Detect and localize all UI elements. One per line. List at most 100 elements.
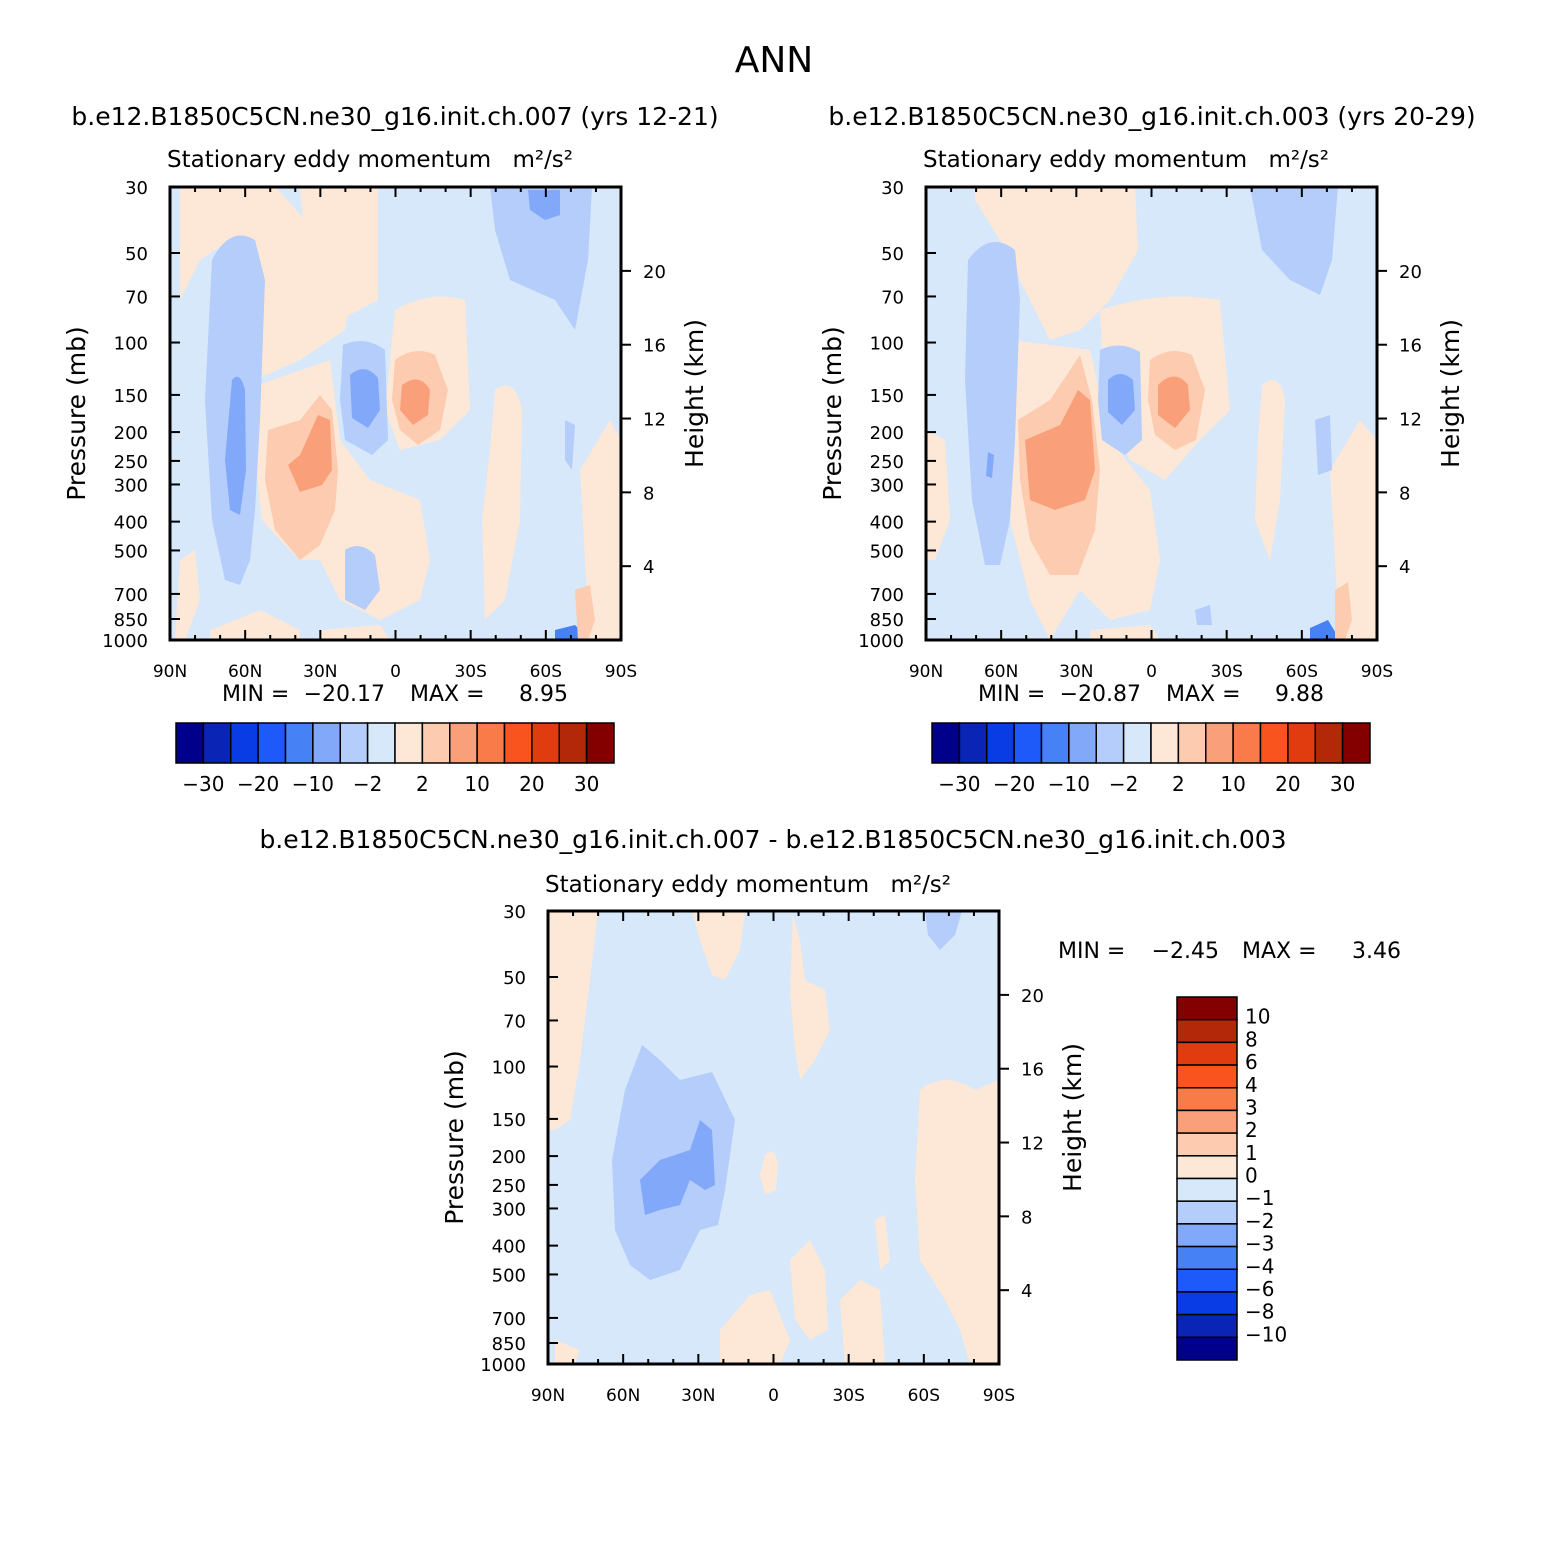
- height-tick-label: 12: [1021, 1134, 1044, 1155]
- pressure-tick-label: 400: [114, 513, 148, 534]
- pressure-tick-label: 400: [870, 513, 904, 534]
- lat-tick-label: 60S: [908, 1386, 940, 1406]
- colorbar-swatch: [1176, 1245, 1238, 1270]
- colorbar-label: 10: [1220, 772, 1245, 796]
- y-axis-label: Pressure (mb): [62, 326, 91, 500]
- colorbar-label: −20: [993, 772, 1035, 796]
- colorbar-swatch: [1232, 722, 1262, 764]
- panel-1-case-title: b.e12.B1850C5CN.ne30_g16.init.ch.007 (yr…: [71, 102, 718, 131]
- height-tick-label: 8: [1399, 483, 1410, 504]
- panel-2-var-name: Stationary eddy momentum: [923, 147, 1247, 173]
- colorbar-swatch: [230, 722, 259, 764]
- panel-3-var-name: Stationary eddy momentum: [545, 872, 869, 898]
- lat-tick-label: 0: [390, 662, 401, 682]
- colorbar-label: 10: [1245, 1005, 1270, 1029]
- pressure-tick-label: 200: [492, 1147, 526, 1168]
- panel-2-contours: [926, 187, 1377, 640]
- panel-3: b.e12.B1850C5CN.ne30_g16.init.ch.007 - b…: [259, 825, 1286, 1406]
- height-tick-label: 16: [643, 336, 666, 357]
- lat-tick-label: 90S: [983, 1386, 1015, 1406]
- pressure-tick-label: 250: [114, 452, 148, 473]
- lat-tick-label: 30S: [454, 662, 486, 682]
- pressure-tick-label: 700: [492, 1309, 526, 1330]
- colorbar-swatch: [1287, 722, 1316, 764]
- colorbar-swatch: [1176, 1132, 1238, 1157]
- panel-3-min-label: MIN =: [1058, 939, 1125, 964]
- lat-tick-label: 60N: [228, 662, 262, 682]
- panel-3-case-title: b.e12.B1850C5CN.ne30_g16.init.ch.007 - b…: [259, 825, 1286, 854]
- colorbar-label: 20: [1275, 772, 1300, 796]
- colorbar-swatch: [558, 722, 588, 764]
- height-tick-label: 12: [643, 410, 666, 431]
- colorbar-label: 30: [1330, 772, 1355, 796]
- y-axis-label: Pressure (mb): [818, 326, 847, 500]
- colorbar-swatch: [284, 722, 314, 764]
- panel-3-max-label: MAX =: [1242, 939, 1317, 964]
- height-tick-label: 8: [643, 483, 654, 504]
- panel-1-max-label: MAX =: [410, 682, 485, 707]
- panel-1-var-name: Stationary eddy momentum: [167, 147, 491, 173]
- pressure-tick-label: 500: [870, 541, 904, 562]
- colorbar-swatch: [1040, 722, 1070, 764]
- height-tick-label: 4: [1021, 1281, 1032, 1302]
- colorbar-label: −30: [938, 772, 980, 796]
- pressure-tick-label: 400: [492, 1237, 526, 1258]
- panel-3-units: m²/s²: [890, 872, 951, 898]
- colorbar-swatch: [421, 722, 451, 764]
- y-axis-label: Pressure (mb): [440, 1050, 469, 1224]
- pressure-tick-label: 850: [870, 610, 904, 631]
- panel-2-var-title: Stationary eddy momentum m²/s²: [923, 147, 1329, 173]
- colorbar-label: 2: [416, 772, 429, 796]
- colorbar-swatch: [1176, 1064, 1238, 1089]
- height-tick-label: 16: [1399, 336, 1422, 357]
- height-tick-label: 20: [1021, 986, 1044, 1007]
- lat-tick-label: 60N: [984, 662, 1018, 682]
- panel-2-case-title: b.e12.B1850C5CN.ne30_g16.init.ch.003 (yr…: [828, 102, 1475, 131]
- pressure-tick-label: 50: [125, 244, 148, 265]
- lat-tick-label: 90N: [909, 662, 943, 682]
- colorbar-swatch: [394, 722, 424, 764]
- lat-tick-label: 30N: [1059, 662, 1093, 682]
- panel-3-max-value: 3.46: [1352, 939, 1401, 964]
- pressure-tick-label: 100: [492, 1058, 526, 1079]
- pressure-tick-label: 1000: [858, 631, 904, 652]
- colorbar-swatch: [1176, 1336, 1238, 1361]
- colorbar-label: −8: [1245, 1300, 1274, 1324]
- y2-axis-label: Height (km): [1058, 1043, 1087, 1192]
- colorbar-panel-1: −30 −20 −10 −2 2 10 20 30: [175, 722, 615, 796]
- pressure-tick-label: 300: [114, 475, 148, 496]
- pressure-tick-label: 30: [503, 902, 526, 923]
- colorbar-swatch: [1013, 722, 1043, 764]
- pressure-tick-label: 70: [881, 287, 904, 308]
- pressure-tick-label: 50: [881, 244, 904, 265]
- pressure-tick-label: 850: [114, 610, 148, 631]
- colorbar-label: −2: [353, 772, 382, 796]
- pressure-tick-label: 250: [492, 1176, 526, 1197]
- colorbar-swatch: [531, 722, 560, 764]
- colorbar-swatch: [931, 722, 961, 764]
- panel-1-minmax: MIN = −20.17 MAX = 8.95: [222, 682, 568, 707]
- pressure-tick-label: 700: [870, 585, 904, 606]
- panel-1-max-value: 8.95: [519, 682, 568, 707]
- lat-tick-label: 90N: [153, 662, 187, 682]
- colorbar-label: 0: [1245, 1164, 1258, 1188]
- colorbar-swatch: [1176, 1109, 1238, 1134]
- panel-1-min-label: MIN =: [222, 682, 289, 707]
- colorbar-label: −1: [1245, 1186, 1274, 1210]
- pressure-tick-label: 1000: [102, 631, 148, 652]
- colorbar-swatch: [1068, 722, 1097, 764]
- colorbar-swatch: [339, 722, 369, 764]
- colorbar-swatch: [1259, 722, 1289, 764]
- lat-tick-label: 90S: [605, 662, 637, 682]
- colorbar-label: −20: [237, 772, 279, 796]
- height-tick-label: 16: [1021, 1060, 1044, 1081]
- pressure-tick-label: 200: [114, 423, 148, 444]
- colorbar-label: 2: [1172, 772, 1185, 796]
- height-tick-label: 8: [1021, 1207, 1032, 1228]
- colorbar-swatch: [1176, 1155, 1238, 1180]
- pressure-tick-label: 150: [114, 386, 148, 407]
- colorbar-label: −4: [1245, 1254, 1274, 1278]
- colorbar-swatch: [503, 722, 533, 764]
- colorbar-swatch: [1150, 722, 1180, 764]
